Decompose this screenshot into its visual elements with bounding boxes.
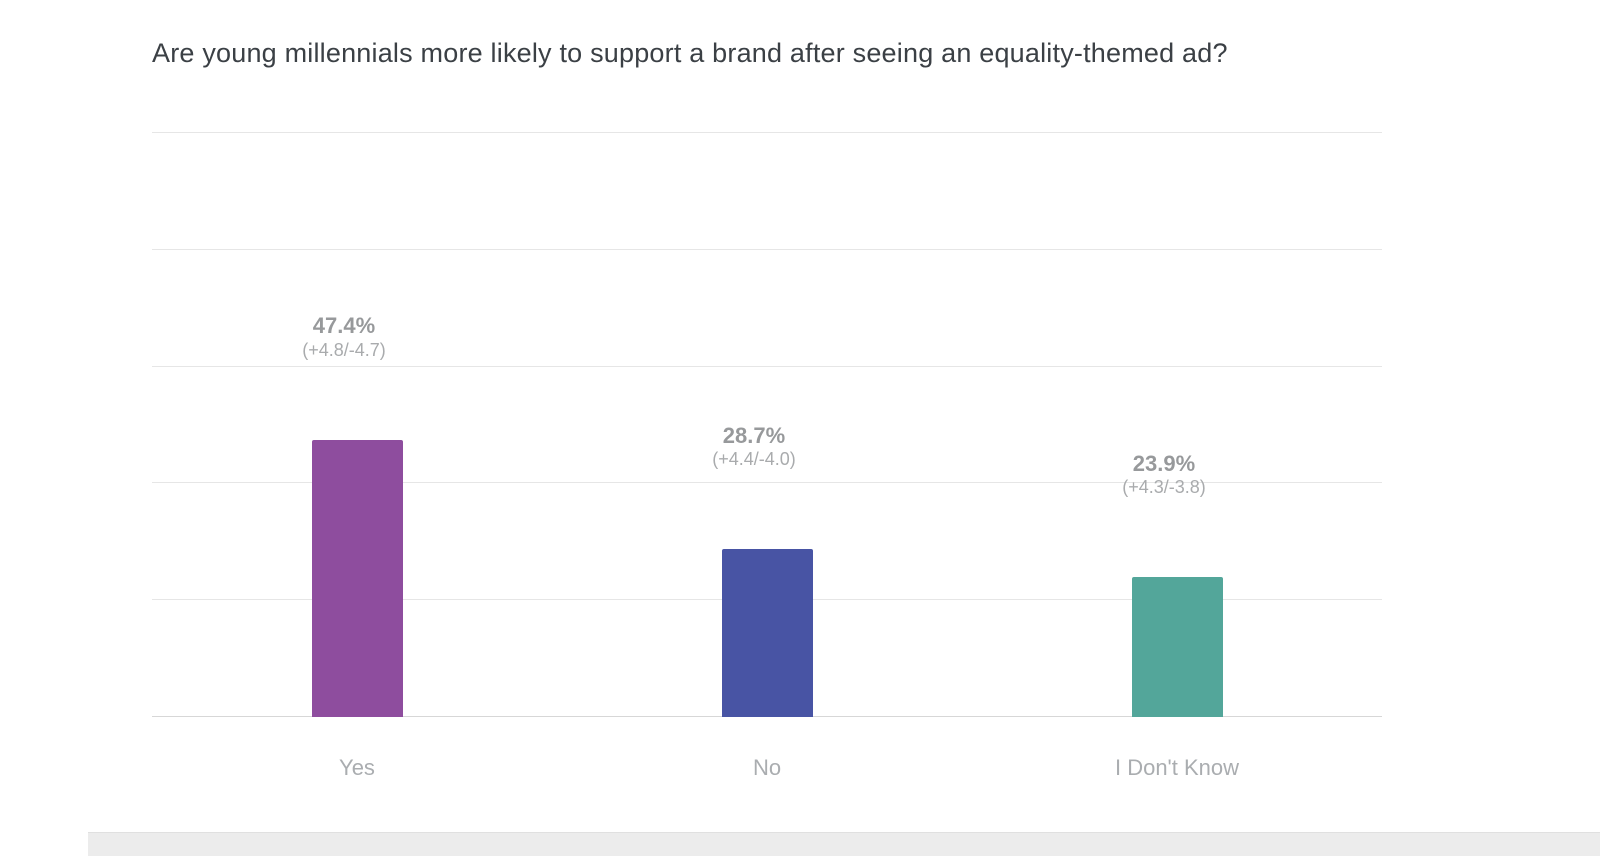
gridline-60 bbox=[152, 365, 1382, 367]
x-axis-label-no: No bbox=[752, 755, 782, 780]
bar-value-label-i-don-t-know: 23.9% (+4.3/-3.8) bbox=[1084, 451, 1244, 500]
bar-group-i-don-t-know: 23.9% (+4.3/-3.8) bbox=[972, 133, 1382, 717]
confidence-interval-i-don-t-know: (+4.3/-3.8) bbox=[1122, 477, 1206, 498]
plot-area: 47.4% (+4.8/-4.7) 28.7% (+4.4/-4.0) 23.9% (+4… bbox=[152, 132, 1382, 717]
x-axis-labels: Yes No I Don't Know bbox=[152, 717, 1382, 797]
x-axis-label-i-don-t-know: I Don't Know bbox=[1114, 755, 1240, 780]
bar-columns: 47.4% (+4.8/-4.7) 28.7% (+4.4/-4.0) 23.9% (+4… bbox=[152, 133, 1382, 717]
gridline-40 bbox=[152, 482, 1382, 484]
bar-group-yes: 47.4% (+4.8/-4.7) bbox=[152, 133, 562, 717]
value-percent-no: 28.7% bbox=[722, 422, 786, 448]
bar-value-label-no: 28.7% (+4.4/-4.0) bbox=[674, 423, 834, 472]
gridline-80 bbox=[152, 248, 1382, 250]
x-axis-label-yes: Yes bbox=[339, 755, 375, 780]
value-percent-i-don-t-know: 23.9% bbox=[1132, 450, 1196, 476]
gridline-100 bbox=[152, 132, 1382, 133]
confidence-interval-no: (+4.4/-4.0) bbox=[712, 449, 796, 470]
chart-title: Are young millennials more likely to sup… bbox=[152, 38, 1228, 68]
bar-i-don-t-know[interactable] bbox=[1131, 577, 1223, 717]
value-percent-yes: 47.4% bbox=[312, 313, 376, 339]
bar-yes[interactable] bbox=[311, 440, 403, 717]
bar-group-no: 28.7% (+4.4/-4.0) bbox=[562, 133, 972, 717]
confidence-interval-yes: (+4.8/-4.7) bbox=[302, 340, 386, 361]
bottom-strip bbox=[88, 832, 1600, 856]
bar-value-label-yes: 47.4% (+4.8/-4.7) bbox=[264, 313, 424, 362]
bar-no[interactable] bbox=[721, 549, 813, 717]
